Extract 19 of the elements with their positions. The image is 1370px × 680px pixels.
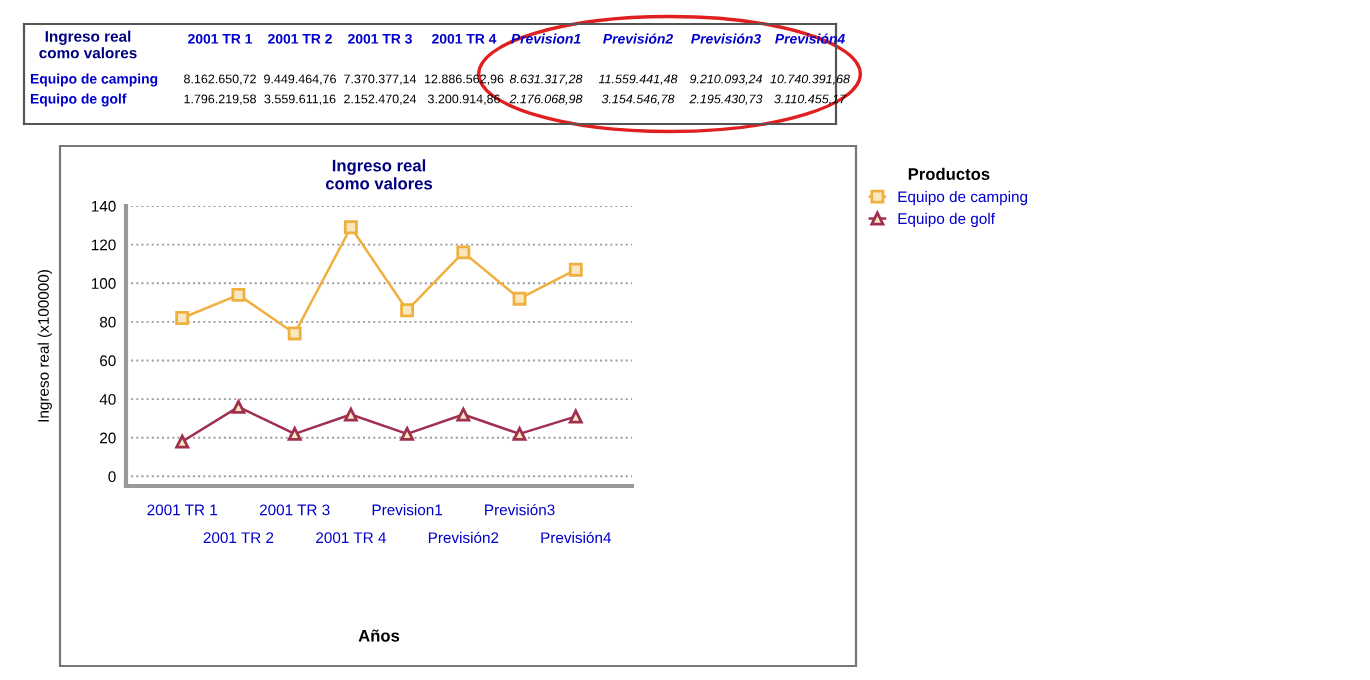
x-axis-title: Años xyxy=(358,629,400,642)
point xyxy=(231,399,246,414)
point xyxy=(400,426,415,441)
point xyxy=(568,409,583,424)
point xyxy=(512,426,527,441)
chart-title: Ingreso real como valores xyxy=(325,159,433,190)
point xyxy=(175,434,190,449)
point xyxy=(231,287,246,302)
point xyxy=(343,407,358,422)
point xyxy=(343,220,358,235)
point xyxy=(456,407,471,422)
point xyxy=(456,245,471,260)
point xyxy=(175,311,190,325)
point xyxy=(287,326,302,341)
point xyxy=(400,303,415,318)
point xyxy=(512,291,527,306)
point xyxy=(568,262,583,277)
point xyxy=(287,426,302,441)
legend-title: Productos xyxy=(908,167,990,180)
